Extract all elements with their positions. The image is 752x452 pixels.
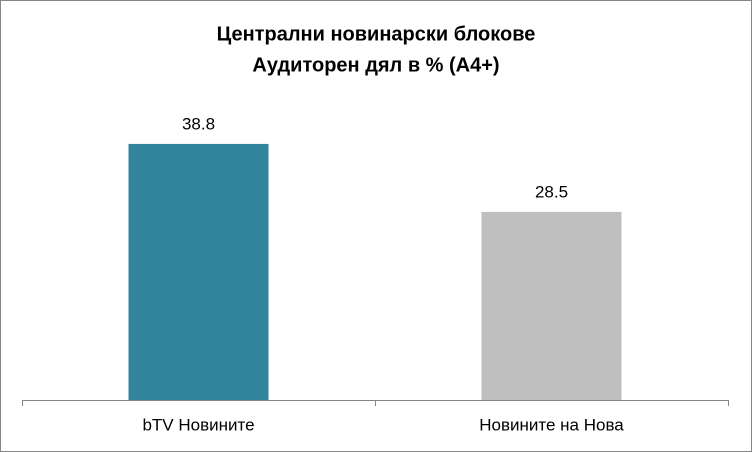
x-tick-label: Новините на Нова: [479, 415, 624, 434]
chart-subtitle: Аудиторен дял в % (А4+): [252, 54, 499, 76]
x-tick-label: bTV Новините: [142, 415, 254, 434]
chart-title: Централни новинарски блокове: [217, 23, 536, 45]
data-label: 28.5: [535, 182, 568, 201]
bar: [128, 143, 269, 401]
bar: [481, 211, 622, 400]
data-label: 38.8: [182, 114, 215, 133]
